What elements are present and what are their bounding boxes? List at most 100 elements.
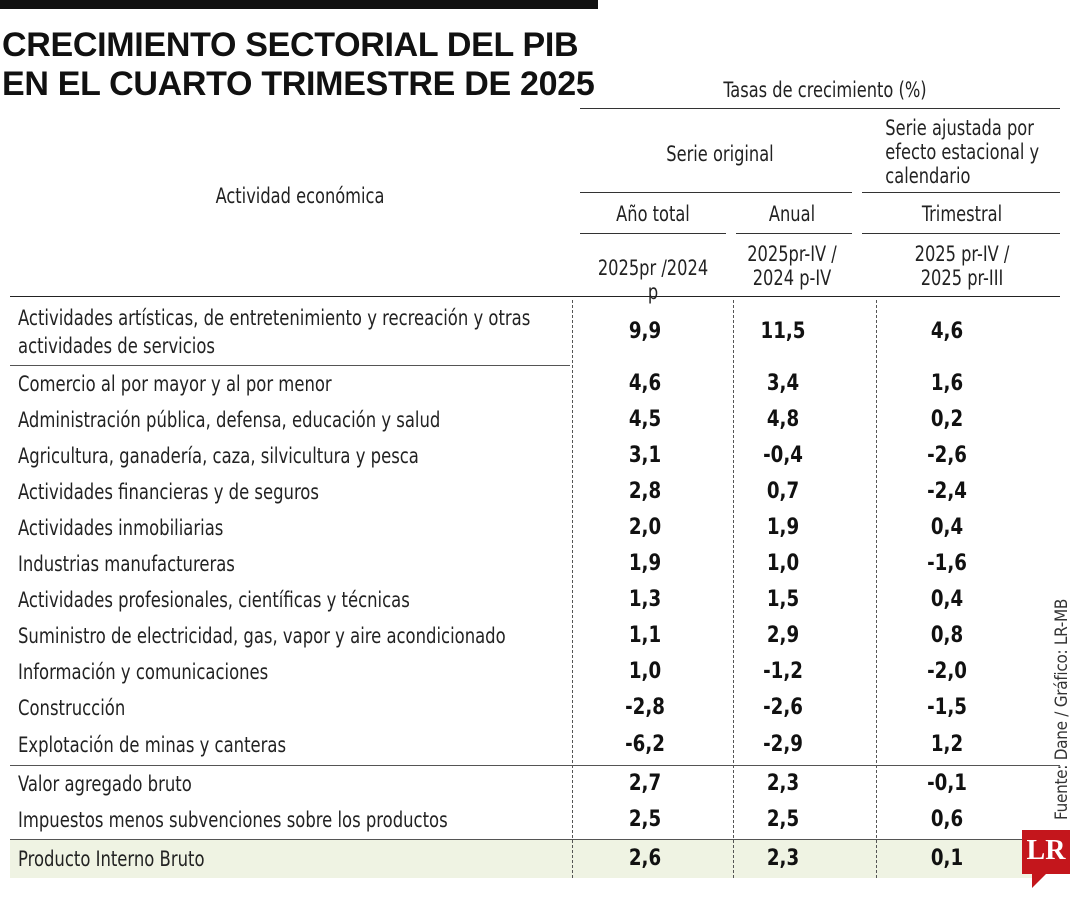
column-separator [733, 300, 734, 878]
table-row: Valor agregado bruto 2,7 2,3 -0,1 [10, 766, 1040, 802]
cell-value: 2,5 [628, 807, 662, 832]
cell-value: 2,3 [766, 771, 800, 796]
original-series-header: Serie original [666, 142, 774, 166]
lr-logo: LR [1022, 830, 1070, 888]
cell-value: 2,6 [628, 846, 662, 871]
cell-value: 4,8 [766, 407, 800, 432]
cell-value: 2,8 [628, 479, 662, 504]
quarterly-rule [862, 233, 1060, 234]
row-rule [10, 365, 570, 366]
cell-value: 2,3 [766, 846, 800, 871]
annual-rule [736, 233, 852, 234]
table-row: Suministro de electricidad, gas, vapor y… [10, 618, 1040, 654]
cell-value: 4,6 [628, 371, 662, 396]
table-row: Agricultura, ganadería, caza, silvicultu… [10, 438, 1040, 474]
adjusted-series-rule [862, 192, 1060, 193]
rates-header: Tasas de crecimiento (%) [723, 78, 927, 102]
cell-value: 3,1 [628, 443, 662, 468]
table-row: Producto Interno Bruto 2,6 2,3 0,1 [10, 840, 1040, 878]
table-row: Construcción -2,8 -2,6 -1,5 [10, 690, 1040, 726]
cell-value: 1,0 [628, 659, 662, 684]
cell-value: 1,9 [628, 551, 662, 576]
row-label: Comercio al por mayor y al por menor [18, 372, 332, 396]
cell-value: 1,6 [930, 371, 964, 396]
cell-value: 4,6 [930, 319, 964, 344]
row-label: Producto Interno Bruto [18, 847, 205, 871]
cell-value: -2,4 [927, 479, 967, 504]
cell-value: 2,0 [628, 515, 662, 540]
row-label: Actividades artísticas, de entretenimien… [18, 306, 531, 358]
cell-value: -1,6 [927, 551, 967, 576]
cell-value: 1,9 [766, 515, 800, 540]
table-row: Actividades artísticas, de entretenimien… [10, 298, 1040, 366]
adjusted-series-header: Serie ajustada por efecto estacional y c… [885, 116, 1040, 188]
gdp-row-highlight [10, 840, 1040, 878]
cell-value: -0,1 [927, 771, 967, 796]
cell-value: 1,3 [628, 587, 662, 612]
cell-value: -2,0 [927, 659, 967, 684]
cell-value: -6,2 [625, 732, 665, 757]
cell-value: 0,7 [766, 479, 800, 504]
cell-value: 0,8 [930, 623, 964, 648]
cell-value: 1,5 [766, 587, 800, 612]
cell-value: 9,9 [628, 319, 662, 344]
logo-text: LR [1026, 835, 1066, 866]
row-label: Actividades financieras y de seguros [18, 480, 319, 504]
chart-title: CRECIMIENTO SECTORIAL DEL PIB EN EL CUAR… [2, 26, 595, 103]
table-row: Actividades inmobiliarias 2,0 1,9 0,4 [10, 510, 1040, 546]
cell-value: 1,0 [766, 551, 800, 576]
row-label: Impuestos menos subvenciones sobre los p… [18, 808, 448, 832]
cell-value: 11,5 [760, 319, 806, 344]
row-rule [10, 839, 1060, 840]
row-rule [10, 765, 1060, 766]
rates-rule [580, 108, 1060, 109]
cell-value: -1,5 [927, 695, 967, 720]
row-label: Industrias manufactureras [18, 552, 235, 576]
top-rule [0, 0, 598, 9]
table-row: Información y comunicaciones 1,0 -1,2 -2,0 [10, 654, 1040, 690]
cell-value: 0,6 [930, 807, 964, 832]
table-row: Actividades profesionales, científicas y… [10, 582, 1040, 618]
row-label: Actividades profesionales, científicas y… [18, 588, 410, 612]
column-separator [572, 300, 573, 878]
activity-header: Actividad económica [215, 184, 385, 208]
column-separator [876, 300, 877, 878]
period3-header: 2025 pr-IV / 2025 pr-III [914, 242, 1010, 290]
cell-value: 4,5 [628, 407, 662, 432]
table-row: Administración pública, defensa, educaci… [10, 402, 1040, 438]
row-label: Construcción [18, 696, 126, 720]
annual-header: Anual [768, 202, 816, 226]
table-row: Explotación de minas y canteras -6,2 -2,9 1… [10, 726, 1040, 764]
row-label: Información y comunicaciones [18, 660, 269, 684]
table-row: Comercio al por mayor y al por menor 4,6 3… [10, 366, 1040, 402]
cell-value: -2,6 [763, 695, 803, 720]
cell-value: 2,9 [766, 623, 800, 648]
cell-value: 1,2 [930, 732, 964, 757]
cell-value: -1,2 [763, 659, 803, 684]
period2-header: 2025pr-IV / 2024 p-IV [747, 242, 837, 290]
row-label: Valor agregado bruto [18, 772, 192, 796]
period1-header: 2025pr /2024 p [597, 256, 709, 304]
row-label: Actividades inmobiliarias [18, 516, 224, 540]
row-label: Suministro de electricidad, gas, vapor y… [18, 624, 506, 648]
cell-value: 0,4 [930, 587, 964, 612]
quarterly-header: Trimestral [921, 202, 1003, 226]
cell-value: 0,4 [930, 515, 964, 540]
cell-value: -2,9 [763, 732, 803, 757]
table-row: Impuestos menos subvenciones sobre los p… [10, 802, 1040, 838]
cell-value: -0,4 [763, 443, 803, 468]
row-label: Administración pública, defensa, educaci… [18, 408, 441, 432]
header-bottom-rule [10, 296, 1060, 297]
cell-value: 0,2 [930, 407, 964, 432]
cell-value: 1,1 [628, 623, 662, 648]
table-row: Industrias manufactureras 1,9 1,0 -1,6 [10, 546, 1040, 582]
cell-value: 2,7 [628, 771, 662, 796]
cell-value: 2,5 [766, 807, 800, 832]
table-row: Actividades financieras y de seguros 2,8 0… [10, 474, 1040, 510]
source-note: Fuente: Dane / Gráfico: LR-MB [1052, 598, 1072, 820]
total-year-header: Año total [616, 202, 690, 226]
total-year-rule [580, 233, 726, 234]
cell-value: -2,6 [927, 443, 967, 468]
cell-value: 0,1 [930, 846, 964, 871]
row-label: Agricultura, ganadería, caza, silvicultu… [18, 444, 419, 468]
